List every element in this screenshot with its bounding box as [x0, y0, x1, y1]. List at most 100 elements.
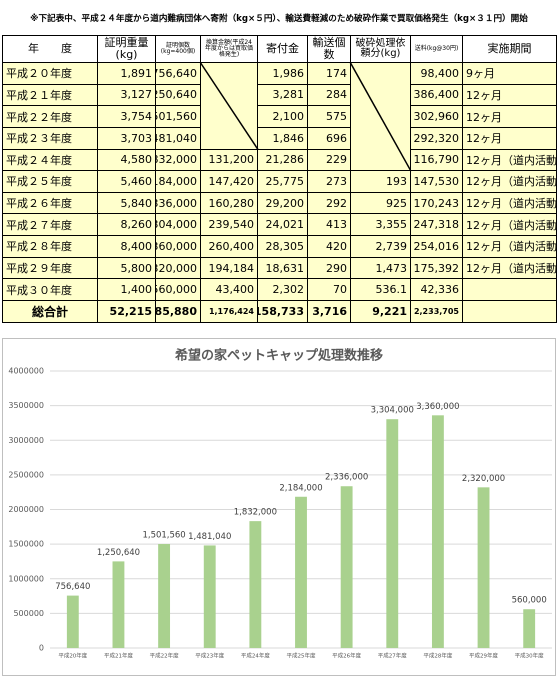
data-cell: 2,320,000	[155, 256, 201, 280]
data-cell: 229	[307, 148, 351, 172]
data-cell: 12ヶ月（道内活動）	[462, 148, 557, 172]
merged-empty-cell	[350, 62, 411, 172]
data-cell: 147,420	[200, 170, 258, 193]
data-cell: 42,336	[410, 278, 463, 301]
y-tick-label: 3000000	[8, 436, 44, 445]
total-cell: 3,716	[307, 300, 351, 323]
bar	[203, 545, 216, 648]
bar	[477, 487, 490, 648]
data-cell: 70	[307, 278, 351, 301]
data-cell: 2,739	[350, 235, 411, 258]
data-cell: 420	[307, 235, 351, 258]
data-cell: 9ヶ月	[462, 62, 557, 85]
x-tick-label: 平成29年度	[469, 652, 498, 660]
data-cell: 254,016	[410, 235, 463, 258]
data-cell: 413	[307, 213, 351, 237]
data-cell: 25,775	[257, 170, 308, 193]
data-cell: 170,243	[410, 191, 463, 215]
data-cell: 18,631	[257, 256, 308, 280]
data-cell: 194,184	[200, 256, 258, 280]
x-tick-label: 平成24年度	[241, 652, 270, 660]
data-cell: 260,400	[200, 235, 258, 258]
chart: 希望の家ペットキャップ処理数推移 0 500000 1000000 1500000 20…	[2, 338, 556, 676]
data-cell: 273	[307, 170, 351, 193]
data-cell: 3,703	[97, 126, 156, 150]
data-cell: 8,400	[97, 235, 156, 258]
y-tick-label: 2000000	[8, 505, 44, 514]
data-cell: 1,891	[97, 62, 156, 85]
bar	[340, 486, 353, 648]
data-cell: 平成２５年度	[2, 170, 98, 193]
y-tick-label: 1000000	[8, 574, 44, 583]
total-cell: 158,733	[257, 300, 308, 323]
data-cell: 28,305	[257, 235, 308, 258]
data-label: 2,336,000	[325, 473, 368, 483]
header-cell: 証明重量(kg)	[97, 35, 156, 63]
data-cell: 3,281	[257, 83, 308, 107]
data-cell: 1,501,560	[155, 105, 201, 128]
data-cell: 12ヶ月	[462, 126, 557, 150]
x-tick-label: 平成26年度	[332, 652, 361, 660]
data-cell: 平成２９年度	[2, 256, 98, 280]
y-tick-label: 500000	[13, 609, 44, 618]
data-cell: 290	[307, 256, 351, 280]
data-cell: 239,540	[200, 213, 258, 237]
data-cell: 1,250,640	[155, 83, 201, 107]
data-label: 2,184,000	[279, 483, 322, 493]
y-tick-label: 3500000	[8, 401, 44, 410]
data-cell: 175,392	[410, 256, 463, 280]
data-cell: 3,304,000	[155, 213, 201, 237]
x-tick-label: 平成25年度	[287, 652, 316, 660]
data-cell: 平成２７年度	[2, 213, 98, 237]
header-cell: 実施期間	[462, 35, 557, 63]
data-label: 1,250,640	[97, 548, 140, 558]
y-tick-label: 1500000	[8, 540, 44, 549]
data-label: 2,320,000	[462, 474, 505, 484]
data-label: 756,640	[55, 582, 90, 592]
data-cell: 8,260	[97, 213, 156, 237]
data-cell: 2,100	[257, 105, 308, 128]
header-cell: 証明個数(kg=400個)	[155, 35, 201, 63]
total-cell: 9,221	[350, 300, 411, 323]
data-cell: 3,127	[97, 83, 156, 107]
x-tick-label: 平成22年度	[150, 652, 179, 660]
data-cell: 平成２０年度	[2, 62, 98, 85]
data-cell: 247,318	[410, 213, 463, 237]
data-cell: 292,320	[410, 126, 463, 150]
data-label: 1,501,560	[142, 531, 185, 541]
data-cell: 5,460	[97, 170, 156, 193]
data-cell: 1,473	[350, 256, 411, 280]
data-cell: 24,021	[257, 213, 308, 237]
data-cell: 1,400	[97, 278, 156, 301]
data-cell: 43,400	[200, 278, 258, 301]
data-cell: 2,302	[257, 278, 308, 301]
total-cell: 1,176,424	[200, 300, 258, 323]
data-cell: 12ヶ月（道内活動）	[462, 170, 557, 193]
total-cell: 2,233,705	[410, 300, 463, 323]
data-cell: 302,960	[410, 105, 463, 128]
data-cell: 160,280	[200, 191, 258, 215]
y-tick-label: 2500000	[8, 470, 44, 479]
data-cell: 21,286	[257, 148, 308, 172]
data-cell: 5,800	[97, 256, 156, 280]
data-label: 3,360,000	[416, 402, 459, 412]
header-cell: 送料(kg@30円)	[410, 35, 463, 63]
data-cell: 平成２４年度	[2, 148, 98, 172]
note: ※下記表中、平成２４年度から道内難病団体へ寄附（kg×５円）、輸送費軽減のため破…	[30, 14, 528, 24]
data-cell: 12ヶ月	[462, 83, 557, 107]
data-cell: 平成２８年度	[2, 235, 98, 258]
chart-frame	[2, 338, 556, 676]
data-cell: 536.1	[350, 278, 411, 301]
y-tick-label: 4000000	[8, 367, 44, 376]
data-cell: 1,832,000	[155, 148, 201, 172]
data-cell: 2,184,000	[155, 170, 201, 193]
x-tick-label: 平成20年度	[58, 652, 87, 660]
x-tick-label: 平成30年度	[515, 652, 544, 660]
data-cell: 29,200	[257, 191, 308, 215]
header-cell: 換算金額(平成24年度からは買取価格発生)	[200, 35, 258, 63]
bar	[158, 544, 171, 648]
bar	[295, 496, 307, 648]
data-label: 1,832,000	[234, 508, 277, 518]
data-cell: 平成２３年度	[2, 126, 98, 150]
bar	[431, 415, 444, 648]
